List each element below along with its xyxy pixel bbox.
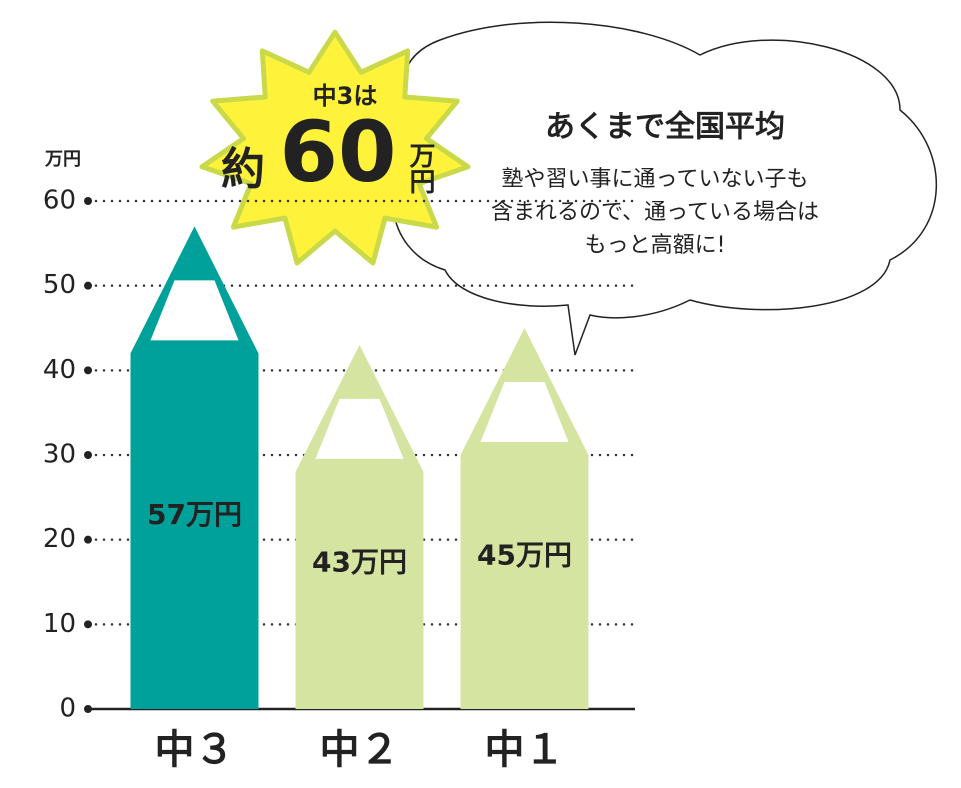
- value-label: 45万円: [477, 539, 572, 572]
- tick-dot: [84, 451, 92, 459]
- bubble-text: 含まれるので、通っている場合は: [491, 200, 819, 225]
- y-axis-label: 万円: [44, 149, 81, 170]
- x-tick-label: 中３: [155, 727, 235, 773]
- starburst: [199, 29, 471, 266]
- x-tick-label: 中１: [485, 727, 565, 773]
- bar: [130, 226, 259, 709]
- y-tick-label: 50: [43, 270, 76, 300]
- value-label: 57万円: [147, 498, 242, 531]
- y-tick-label: 30: [43, 440, 76, 470]
- y-tick-label: 0: [59, 694, 76, 724]
- burst-text: 約: [221, 144, 265, 195]
- y-tick-label: 40: [43, 355, 76, 385]
- tick-dot: [84, 535, 92, 544]
- pencil-highlight: [150, 280, 239, 341]
- tick-dot: [84, 197, 92, 205]
- burst-text: 中3は: [313, 82, 378, 110]
- burst-text: 60: [280, 103, 397, 201]
- value-label: 43万円: [312, 545, 407, 578]
- pencil-highlight: [315, 398, 404, 459]
- tick-dot: [84, 620, 92, 629]
- burst-text: 万円: [405, 142, 435, 194]
- pencil-highlight: [480, 382, 569, 442]
- bubble-text: 塾や習い事に通っていない子も: [502, 167, 809, 192]
- bubble-text: もっと高額に!: [585, 233, 726, 258]
- y-tick-label: 60: [43, 186, 76, 216]
- bubble-title: あくまで全国平均: [545, 110, 785, 145]
- tick-dot: [84, 366, 92, 375]
- tick-dot: [84, 281, 92, 290]
- y-tick-label: 20: [43, 524, 76, 554]
- x-tick-label: 中２: [320, 727, 400, 773]
- y-tick-label: 10: [43, 609, 76, 639]
